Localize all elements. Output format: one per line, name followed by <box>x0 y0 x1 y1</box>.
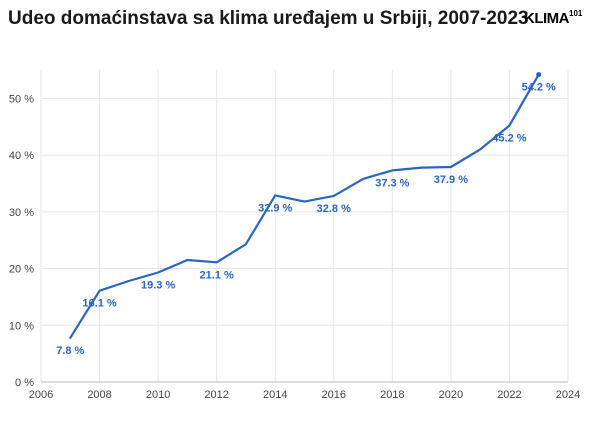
brand-logo: KLIMA101 <box>524 9 583 27</box>
y-tick-label: 10 % <box>9 320 34 332</box>
series <box>69 71 542 339</box>
data-label: 32.8 % <box>317 203 351 215</box>
data-label: 16.1 % <box>82 298 116 310</box>
series-line <box>69 73 540 339</box>
grid-lines <box>40 70 569 382</box>
x-tick-label: 2010 <box>146 389 170 401</box>
x-tick-label: 2024 <box>556 389 580 401</box>
y-tick-label: 20 % <box>9 264 34 276</box>
data-label: 37.9 % <box>434 174 468 186</box>
data-label: 37.3 % <box>375 177 409 189</box>
data-label: 21.1 % <box>200 269 234 281</box>
data-label: 45.2 % <box>492 133 526 145</box>
data-label: 7.8 % <box>56 345 84 357</box>
y-tick-label: 40 % <box>9 150 34 162</box>
x-tick-label: 2020 <box>439 389 463 401</box>
x-tick-label: 2022 <box>497 389 521 401</box>
x-tick-label: 2018 <box>380 389 404 401</box>
x-tick-label: 2012 <box>204 389 228 401</box>
series-end-point <box>536 71 542 78</box>
y-tick-label: 30 % <box>9 207 34 219</box>
logo-text: KLIMA <box>524 10 570 27</box>
page-title: Udeo domaćinstava sa klima uređajem u Sr… <box>8 8 529 29</box>
y-tick-label: 50 % <box>9 93 34 105</box>
logo-superscript: 101 <box>569 9 583 18</box>
x-tick-label: 2014 <box>263 389 287 401</box>
x-tick-label: 2016 <box>322 389 346 401</box>
y-tick-label: 0 % <box>15 377 34 389</box>
x-tick-label: 2006 <box>29 389 53 401</box>
data-label: 32.9 % <box>258 202 292 214</box>
data-label: 19.3 % <box>141 280 175 292</box>
data-label: 54.2 % <box>522 82 556 94</box>
axes: 0 % 10 % 20 % 30 % 40 % 50 % 2006 2008 2010 2012 2… <box>9 93 580 401</box>
data-labels: 7.8 % 16.1 % 19.3 % 21.1 % 32.9 % 32.8 % 37.3 … <box>56 82 556 357</box>
x-tick-label: 2008 <box>87 389 111 401</box>
